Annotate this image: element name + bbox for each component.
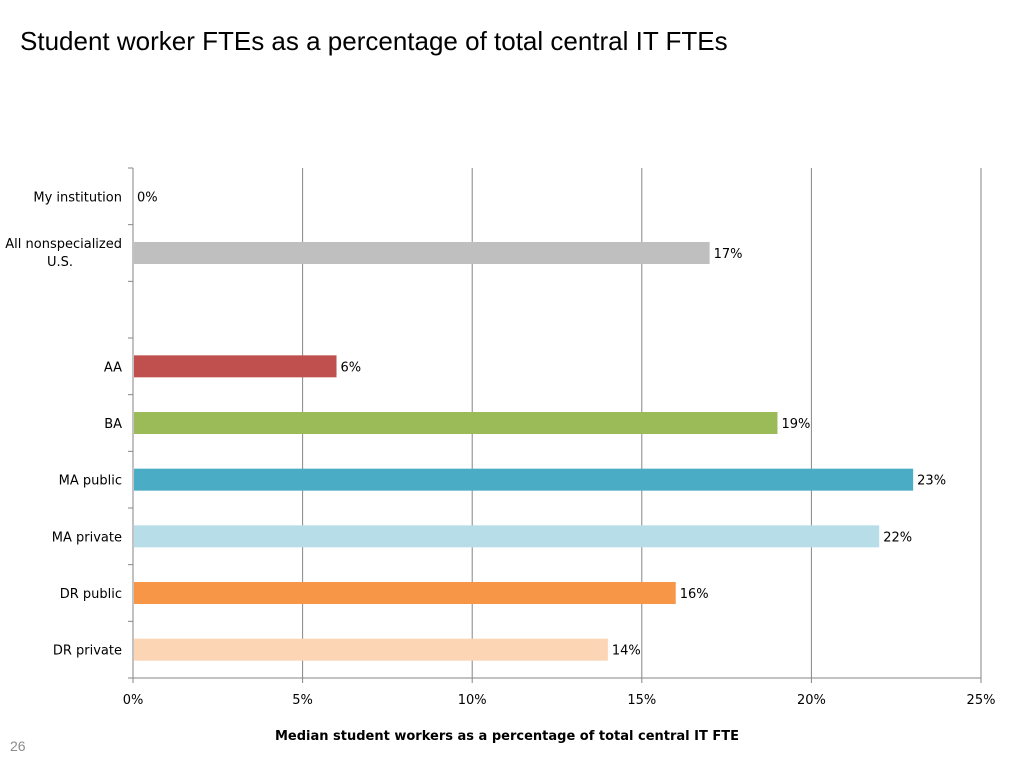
- data-label: 22%: [883, 530, 912, 545]
- category-label: DR public: [60, 587, 122, 602]
- bar: [134, 242, 710, 264]
- category-label: All nonspecialized U.S.: [5, 237, 122, 270]
- x-tick-label: 25%: [967, 693, 996, 708]
- data-label: 19%: [781, 417, 810, 432]
- x-tick-label: 5%: [292, 693, 313, 708]
- bar: [134, 355, 337, 378]
- data-label: 0%: [137, 190, 158, 205]
- data-label: 6%: [341, 360, 362, 375]
- category-label: BA: [104, 417, 122, 432]
- category-label: MA private: [52, 530, 122, 545]
- x-tick-label: 0%: [123, 693, 144, 708]
- data-label: 17%: [714, 247, 743, 262]
- category-label: My institution: [33, 190, 122, 205]
- bar: [134, 525, 880, 548]
- category-label: DR private: [53, 644, 122, 659]
- slide-title: Student worker FTEs as a percentage of t…: [20, 26, 728, 56]
- x-tick-label: 20%: [797, 693, 826, 708]
- bar: [134, 638, 608, 661]
- data-label: 14%: [612, 644, 641, 659]
- x-tick-label: 10%: [458, 693, 487, 708]
- page-number: 26: [10, 738, 26, 754]
- data-label: 16%: [680, 587, 709, 602]
- category-label: AA: [104, 360, 122, 375]
- bar: [134, 468, 914, 491]
- x-tick-label: 15%: [627, 693, 656, 708]
- data-label: 23%: [917, 474, 946, 489]
- bar: [134, 582, 676, 604]
- bar: [134, 412, 778, 434]
- category-label: MA public: [59, 474, 122, 489]
- x-axis-title: Median student workers as a percentage o…: [275, 729, 739, 744]
